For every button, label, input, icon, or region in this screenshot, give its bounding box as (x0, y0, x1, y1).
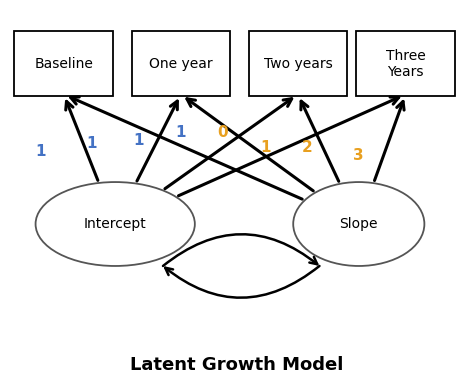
FancyBboxPatch shape (249, 31, 347, 96)
Text: Intercept: Intercept (84, 217, 146, 231)
FancyArrowPatch shape (137, 101, 177, 181)
FancyArrowPatch shape (374, 101, 404, 180)
FancyBboxPatch shape (15, 31, 113, 96)
FancyBboxPatch shape (132, 31, 230, 96)
FancyArrowPatch shape (66, 101, 98, 180)
FancyArrowPatch shape (179, 97, 399, 196)
FancyArrowPatch shape (165, 266, 319, 298)
Ellipse shape (36, 182, 195, 266)
FancyArrowPatch shape (71, 97, 302, 199)
FancyArrowPatch shape (163, 234, 317, 266)
Text: 1: 1 (87, 136, 97, 151)
Text: Three
Years: Three Years (386, 49, 426, 79)
FancyBboxPatch shape (356, 31, 455, 96)
Text: 3: 3 (354, 148, 364, 163)
Text: Two years: Two years (264, 57, 332, 71)
Text: Slope: Slope (339, 217, 378, 231)
Text: One year: One year (149, 57, 213, 71)
FancyArrowPatch shape (165, 99, 292, 189)
Text: 0: 0 (218, 125, 228, 140)
Ellipse shape (293, 182, 424, 266)
FancyArrowPatch shape (301, 101, 339, 182)
Text: Baseline: Baseline (34, 57, 93, 71)
Text: 2: 2 (302, 140, 313, 155)
Text: 1: 1 (35, 144, 46, 159)
Text: 1: 1 (260, 140, 270, 155)
Text: 1: 1 (175, 125, 186, 140)
Text: 1: 1 (133, 133, 144, 147)
Text: Latent Growth Model: Latent Growth Model (130, 356, 344, 374)
FancyArrowPatch shape (187, 99, 313, 191)
